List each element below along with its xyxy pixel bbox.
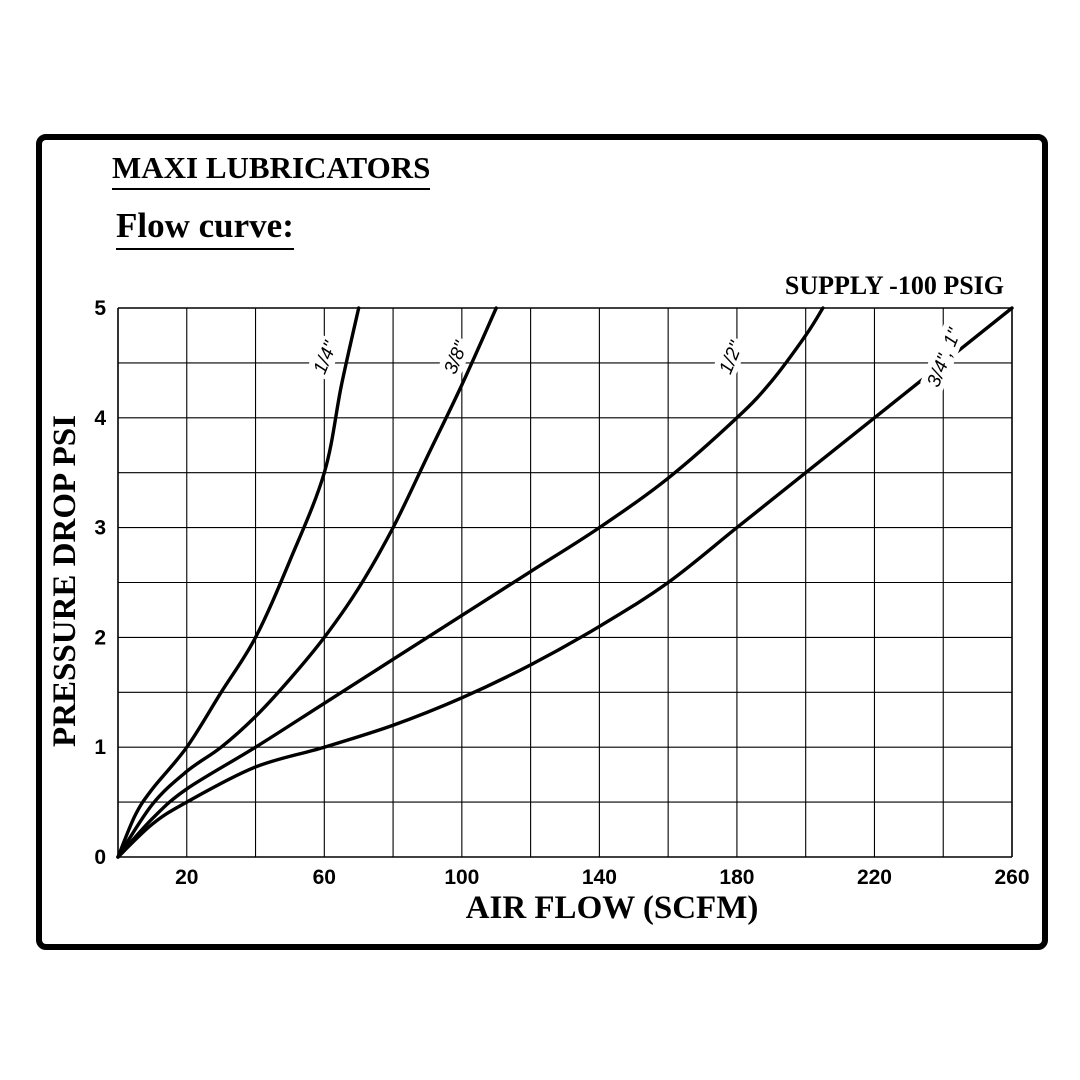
x-tick-label: 260: [994, 866, 1029, 889]
page-subtitle: Flow curve:: [116, 204, 294, 250]
y-tick-label: 4: [94, 407, 106, 430]
series-line-3: [116, 306, 1014, 859]
x-tick-label: 140: [582, 866, 617, 889]
x-tick-label: 220: [857, 866, 892, 889]
series-line-1: [116, 306, 498, 859]
x-tick-label: 60: [313, 866, 336, 889]
chart-frame: [36, 134, 1048, 950]
series-label-knockout: [436, 334, 474, 381]
x-tick-label: 180: [719, 866, 754, 889]
x-tick-label: 20: [175, 866, 198, 889]
series-line-2: [116, 306, 825, 859]
y-tick-label: 2: [94, 626, 106, 649]
y-tick-label: 3: [94, 517, 106, 540]
y-tick-label: 0: [94, 846, 106, 869]
series-label-3: 3/4", 1": [923, 325, 966, 391]
y-tick-label: 5: [94, 297, 106, 320]
series-label-knockout: [920, 323, 967, 392]
supply-annotation: SUPPLY -100 PSIG: [785, 271, 1004, 300]
y-tick-label: 1: [94, 736, 106, 759]
curve-labels: 1/4" 3/8" 1/2" 3/4", 1": [305, 323, 967, 392]
y-axis-label: PRESSURE DROP PSI: [47, 415, 83, 747]
series-label-knockout: [711, 334, 749, 381]
chart-grid: [117, 307, 1013, 858]
chart-curves: [116, 306, 1014, 859]
x-tick-label: 100: [444, 866, 479, 889]
x-axis-label: AIR FLOW (SCFM): [466, 890, 759, 926]
page-title: MAXI LUBRICATORS: [112, 148, 431, 190]
tick-labels: 20 60 100 140 180 220 260 0 1 2 3 4 5: [94, 297, 1029, 889]
series-line-0: [116, 306, 361, 859]
series-label-knockout: [305, 334, 343, 381]
